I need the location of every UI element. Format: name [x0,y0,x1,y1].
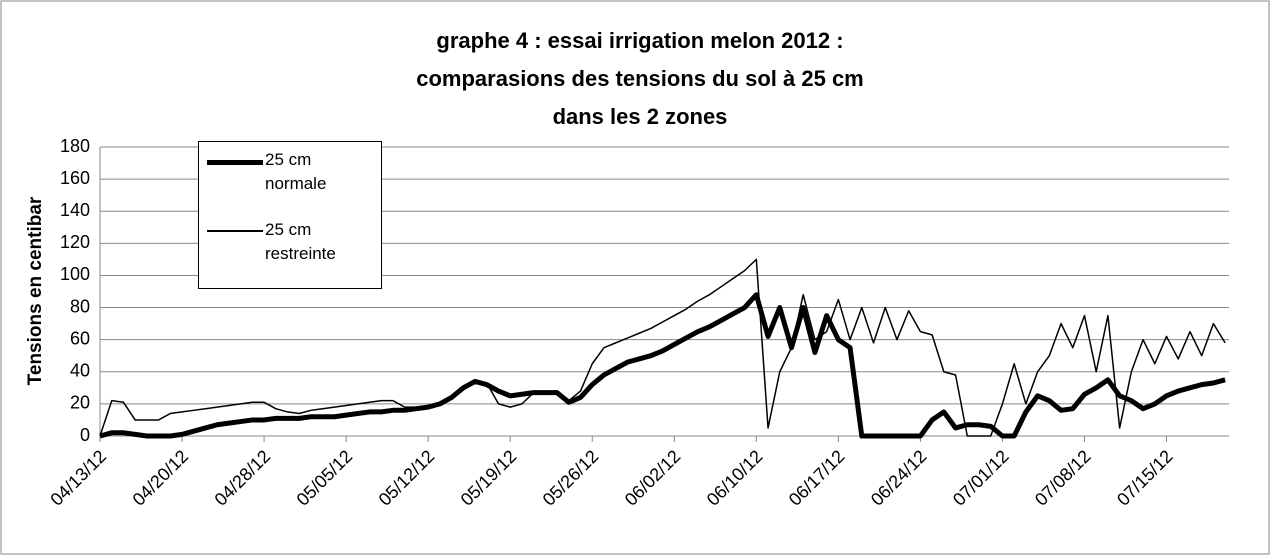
y-tick-label: 100 [60,264,90,284]
legend-swatch [207,160,263,165]
y-tick-label: 180 [60,136,90,156]
y-tick-label: 20 [70,393,90,413]
legend-swatch [207,230,263,232]
legend-item: 25 cm normale [207,148,377,208]
chart-title: graphe 4 : essai irrigation melon 2012 : [436,28,843,53]
y-tick-label: 160 [60,168,90,188]
y-tick-label: 0 [80,425,90,445]
y-tick-label: 40 [70,361,90,381]
legend-label: 25 cm normale [265,150,327,193]
data-line [99,258,1226,437]
y-tick-label: 60 [70,328,90,348]
legend-item: 25 cm restreinte [207,218,377,278]
y-tick-label: 80 [70,296,90,316]
legend-label: 25 cm restreinte [265,220,336,263]
y-tick-label: 120 [60,232,90,252]
chart-title: dans les 2 zones [553,104,728,129]
y-axis-label: Tensions en centibar [25,196,46,385]
chart-title: comparasions des tensions du sol à 25 cm [416,66,864,91]
legend: 25 cm normale 25 cm restreinte [198,141,382,289]
data-line [99,292,1226,439]
y-tick-label: 140 [60,200,90,220]
